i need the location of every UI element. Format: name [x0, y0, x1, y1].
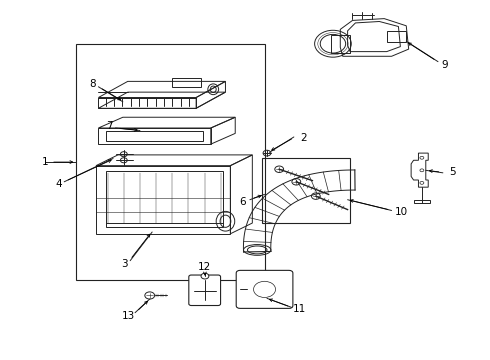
- Bar: [76, 44, 265, 280]
- Text: 10: 10: [395, 207, 408, 217]
- Text: 1: 1: [41, 157, 48, 167]
- Circle shape: [275, 166, 284, 172]
- Text: 8: 8: [89, 79, 96, 89]
- Circle shape: [312, 193, 320, 199]
- Circle shape: [145, 292, 155, 299]
- Text: 13: 13: [122, 311, 135, 320]
- Text: 5: 5: [449, 167, 456, 177]
- FancyBboxPatch shape: [236, 270, 293, 309]
- Text: 3: 3: [122, 259, 128, 269]
- Circle shape: [201, 273, 209, 279]
- Text: 11: 11: [293, 304, 306, 314]
- Text: 9: 9: [441, 59, 448, 69]
- Text: 7: 7: [106, 121, 113, 131]
- Circle shape: [292, 179, 301, 185]
- Text: 4: 4: [55, 179, 62, 189]
- Text: 6: 6: [240, 197, 246, 207]
- Text: 12: 12: [198, 262, 212, 272]
- Bar: [262, 158, 350, 223]
- FancyBboxPatch shape: [189, 275, 220, 306]
- Text: 2: 2: [300, 133, 307, 143]
